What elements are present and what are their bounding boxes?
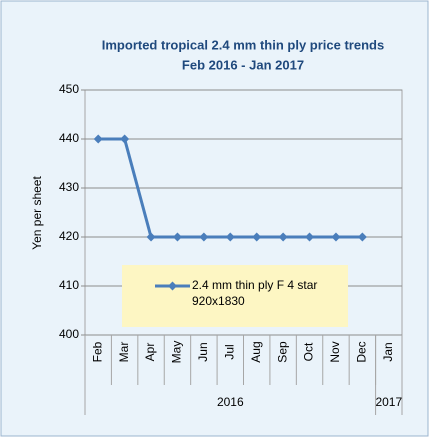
x-tick-label: May (170, 341, 184, 364)
y-tick-label: 410 (59, 278, 79, 292)
data-point (172, 232, 182, 242)
y-axis-label: Yen per sheet (30, 176, 44, 250)
data-point (305, 232, 315, 242)
legend-entry: 2.4 mm thin ply F 4 star 920x1830 (192, 278, 318, 308)
chart-subtitle: Feb 2016 - Jan 2017 (182, 57, 304, 72)
x-tick-label: Jul (222, 344, 236, 359)
y-tick-label: 450 (59, 82, 79, 96)
x-tick-label: Oct (302, 342, 316, 361)
x-tick-label: Dec (355, 341, 369, 362)
x-tick-label: Feb (90, 341, 104, 362)
x-tick-label: Nov (328, 341, 342, 362)
x-tick-label: Aug (249, 341, 263, 362)
y-tick-label: 400 (59, 327, 79, 341)
y-tick-label: 430 (59, 180, 79, 194)
x-group-label: 2017 (375, 395, 402, 409)
x-tick-label: Sep (275, 341, 289, 363)
data-point (120, 134, 130, 144)
legend (122, 265, 348, 327)
data-point (278, 232, 288, 242)
data-point (93, 134, 103, 144)
y-tick-label: 440 (59, 131, 79, 145)
data-point (357, 232, 367, 242)
chart-title: Imported tropical 2.4 mm thin ply price … (102, 37, 384, 52)
data-point (225, 232, 235, 242)
data-point (331, 232, 341, 242)
x-tick-label: Mar (117, 342, 131, 363)
data-point (199, 232, 209, 242)
x-group-label: 2016 (217, 395, 244, 409)
x-tick-label: Apr (143, 343, 157, 362)
data-point (252, 232, 262, 242)
y-tick-label: 420 (59, 229, 79, 243)
legend-label: 2.4 mm thin ply F 4 star 920x1830 (192, 278, 318, 308)
x-tick-label: Jan (381, 342, 395, 361)
x-tick-label: Jun (196, 342, 210, 361)
data-point (146, 232, 156, 242)
legend-marker (168, 281, 177, 291)
